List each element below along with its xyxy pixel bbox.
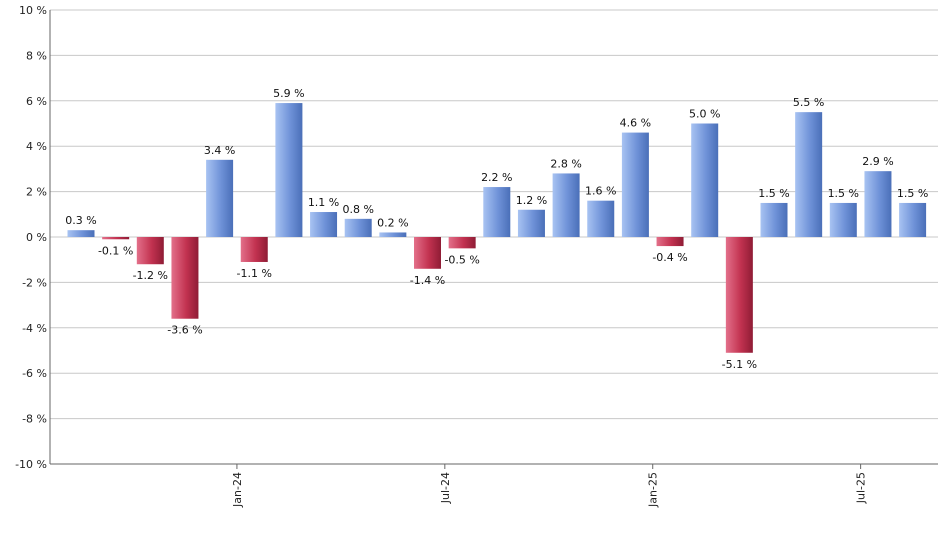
data-label: 2.2 % [481,171,512,184]
bar [656,237,684,247]
bar [275,103,303,237]
x-tick-label: Jul-25 [855,472,868,504]
bar [344,218,372,237]
y-tick-label: 0 % [26,231,47,244]
bar [206,159,234,237]
axes: 10 % 8 % 6 % 4 % 2 % 0 % -2 % -4 % -6 % -8 % -10 %… [15,4,938,508]
bar [552,173,580,237]
y-tick-label: 6 % [26,95,47,108]
data-label: 1.5 % [897,187,928,200]
y-tick-label: 2 % [26,186,47,199]
y-tick-label: -6 % [22,367,47,380]
data-label: -1.4 % [410,274,445,287]
data-label: 0.3 % [65,214,96,227]
data-label: 5.5 % [793,96,824,109]
data-label: 1.6 % [585,185,616,198]
bar [899,202,927,237]
bar [310,212,338,237]
x-tick-label: Jan-25 [647,472,660,508]
data-label: 2.8 % [550,157,581,170]
data-label: 1.5 % [758,187,789,200]
data-label: 0.8 % [342,203,373,216]
x-tick-label: Jul-24 [439,472,452,504]
data-label: 1.1 % [308,196,339,209]
bar [760,202,788,237]
data-label: -3.6 % [167,324,202,337]
data-label: 3.4 % [204,144,235,157]
data-label: -1.1 % [237,267,272,280]
bar [483,187,511,237]
bar [240,237,268,262]
y-tick-label: -4 % [22,322,47,335]
bar [795,112,823,237]
data-label: 1.5 % [828,187,859,200]
y-tick-label: 8 % [26,49,47,62]
data-label: -5.1 % [722,358,757,371]
bar [587,200,615,237]
data-label: 5.0 % [689,108,720,121]
bar [691,123,719,237]
bar [517,209,545,237]
bar [725,237,753,353]
bar [102,237,130,240]
x-tick-label: Jan-24 [231,472,244,508]
data-label: 5.9 % [273,87,304,100]
bar [448,237,476,249]
data-label: 4.6 % [620,117,651,130]
y-tick-label: 10 % [19,4,47,17]
bar [171,237,199,319]
data-label: 1.2 % [516,194,547,207]
data-labels: 0.3 % -0.1 %-1.2 % -3.6 % 3.4 % -1.1 % 5.9 % 1… [65,87,928,371]
bar [414,237,441,269]
bar [864,171,892,237]
bar [379,232,407,237]
y-tick-label: -2 % [22,276,47,289]
data-label: 0.2 % [377,216,408,229]
data-label: 2.9 % [862,155,893,168]
bar [136,237,164,265]
bar [67,230,95,237]
data-label: -0.4 % [652,251,687,264]
y-tick-label: 4 % [26,140,47,153]
y-tick-label: -10 % [15,458,47,471]
data-label: -0.1 % [98,244,133,257]
bar [829,202,857,237]
data-label: -0.5 % [444,253,479,266]
bars [67,103,927,353]
data-label: -1.2 % [133,269,168,282]
y-tick-label: -8 % [22,413,47,426]
bar [621,132,649,237]
